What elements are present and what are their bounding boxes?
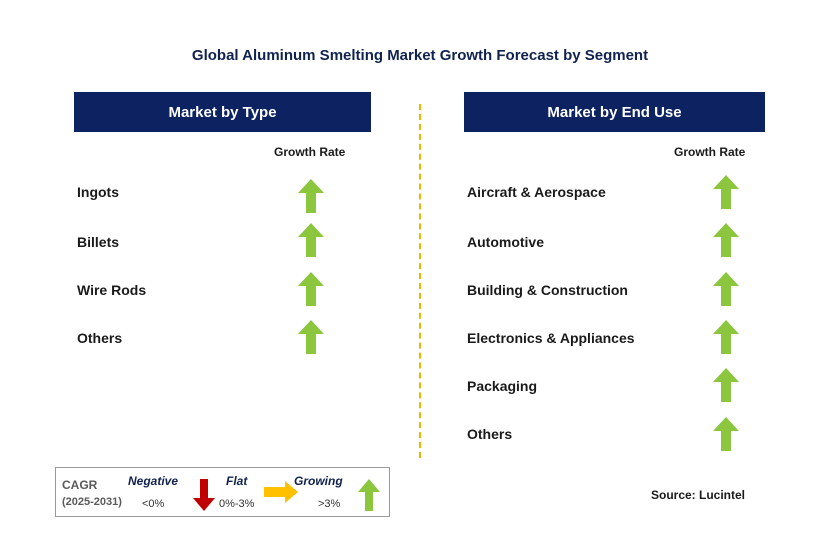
type-item-label: Billets	[77, 234, 120, 250]
panel-divider	[419, 104, 421, 458]
up-arrow-icon	[298, 223, 324, 257]
legend-growing-range: >3%	[318, 498, 341, 510]
type-item-label: Wire Rods	[77, 282, 147, 298]
end-use-panel-header-label: Market by End Use	[547, 103, 682, 121]
up-arrow-icon	[713, 223, 739, 257]
right-arrow-icon	[264, 481, 298, 503]
down-arrow-icon	[193, 479, 215, 511]
up-arrow-icon	[713, 417, 739, 451]
end-use-item-label: Building & Construction	[467, 282, 628, 298]
legend-negative-range: <0%	[142, 498, 165, 510]
type-panel-header: Market by Type	[74, 92, 371, 132]
type-item-label: Others	[77, 330, 123, 346]
up-arrow-icon	[298, 320, 324, 354]
legend-flat-range: 0%-3%	[219, 498, 255, 510]
legend-period: (2025-2031)	[62, 496, 122, 508]
type-panel-header-label: Market by Type	[168, 103, 277, 121]
end-use-growth-rate-header: Growth Rate	[674, 145, 746, 159]
up-arrow-icon	[713, 320, 739, 354]
up-arrow-icon	[298, 272, 324, 306]
legend-growing-label: Growing	[294, 474, 343, 488]
end-use-item-label: Electronics & Appliances	[467, 330, 635, 346]
legend-negative-label: Negative	[128, 474, 179, 488]
end-use-item-label: Aircraft & Aerospace	[467, 184, 606, 200]
source-note: Source: Lucintel	[651, 488, 746, 502]
cagr-legend: CAGR (2025-2031) Negative <0% Flat 0%-3%…	[55, 467, 390, 517]
up-arrow-icon	[298, 179, 324, 213]
up-arrow-icon	[358, 479, 380, 511]
up-arrow-icon	[713, 272, 739, 306]
up-arrow-icon	[713, 368, 739, 402]
up-arrow-icon	[713, 175, 739, 209]
page-title: Global Aluminum Smelting Market Growth F…	[191, 47, 649, 64]
legend-cagr-label: CAGR	[62, 478, 98, 492]
end-use-item-label: Others	[467, 426, 513, 442]
end-use-item-label: Packaging	[467, 378, 538, 394]
end-use-panel-header: Market by End Use	[464, 92, 765, 132]
type-growth-rate-header: Growth Rate	[274, 145, 346, 159]
type-item-label: Ingots	[77, 184, 119, 200]
end-use-item-label: Automotive	[467, 234, 544, 250]
legend-flat-label: Flat	[226, 474, 248, 488]
